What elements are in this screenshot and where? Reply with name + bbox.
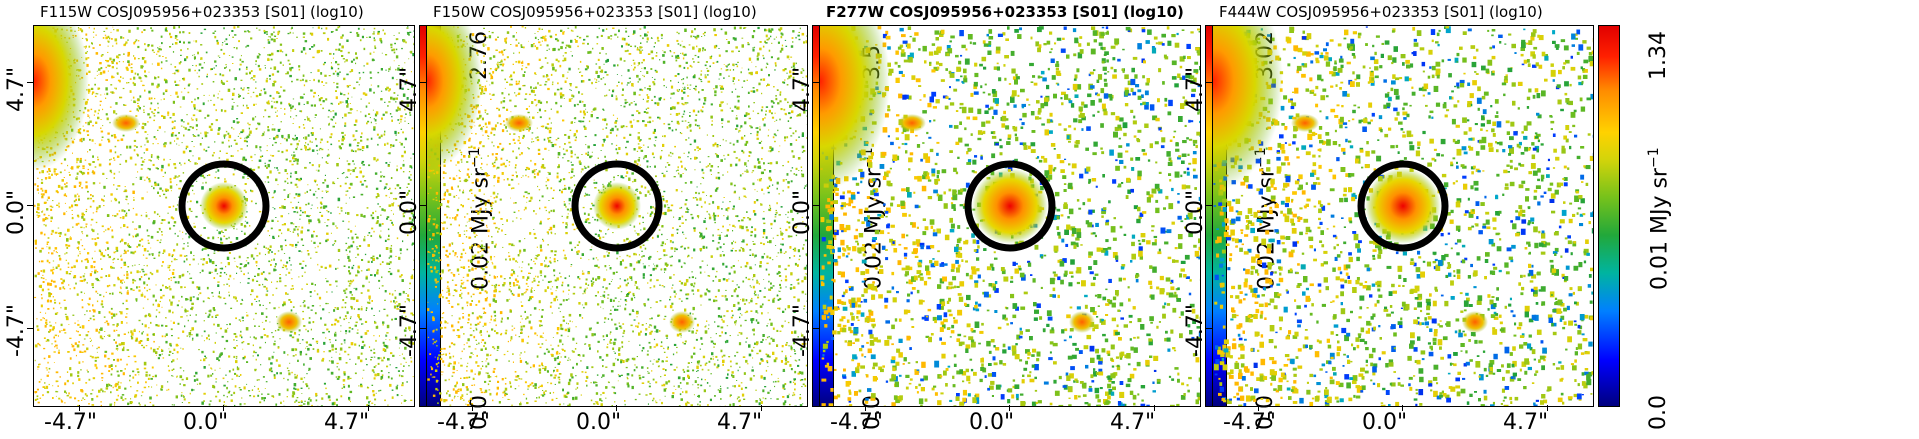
y-tick-mark: [27, 328, 33, 329]
knot-source: [112, 114, 140, 132]
panel-3: F277W COSJ095956+023353 [S01] (log10) -4.…: [786, 0, 1279, 439]
x-tick-mark: [368, 405, 369, 411]
y-tick-label: -4.7": [1183, 303, 1208, 357]
knot-source: [669, 311, 695, 333]
cutout-svg: [427, 26, 807, 406]
x-tick-label: -4.7": [44, 410, 98, 435]
y-tick-label: 4.7": [1183, 66, 1208, 112]
x-tick-label: 0.0": [1362, 410, 1408, 435]
x-tick-label: 0.0": [183, 410, 229, 435]
y-tick-mark: [1206, 328, 1212, 329]
cutout-image: [33, 25, 415, 407]
colorbar-mid-value: 0.01: [1647, 241, 1673, 290]
knot-source: [505, 114, 533, 132]
y-tick-label: 0.0": [1183, 189, 1208, 235]
cutout-image: [819, 25, 1201, 407]
target-source: [593, 182, 641, 230]
y-tick-mark: [813, 205, 819, 206]
colorbar-min-label: 0.0: [1646, 395, 1671, 430]
colorbar: [1598, 25, 1620, 407]
knot-source: [1069, 311, 1095, 333]
y-tick-label: 0.0": [790, 189, 815, 235]
aperture-circle: [1357, 160, 1449, 252]
x-tick-label: -4.7": [437, 410, 491, 435]
cutout-image: [426, 25, 808, 407]
cutout-svg: [34, 26, 414, 406]
y-tick-mark: [27, 205, 33, 206]
x-tick-mark: [223, 405, 224, 411]
edge-galaxy: [1213, 26, 1283, 191]
y-tick-mark: [420, 82, 426, 83]
x-tick-mark: [1547, 405, 1548, 411]
x-tick-mark: [761, 405, 762, 411]
edge-galaxy: [34, 26, 89, 171]
x-tick-label: -4.7": [830, 410, 884, 435]
panel-title: F115W COSJ095956+023353 [S01] (log10): [40, 3, 364, 21]
x-tick-mark: [1154, 405, 1155, 411]
panel-1: F115W COSJ095956+023353 [S01] (log10) -4.…: [0, 0, 493, 439]
y-tick-label: 0.0": [4, 189, 29, 235]
x-tick-label: 4.7": [324, 410, 370, 435]
knot-source: [898, 114, 926, 132]
noise-speckles: [1213, 26, 1593, 406]
target-source: [972, 168, 1048, 244]
colorbar-max-label: 1.34: [1646, 31, 1671, 80]
edge-galaxy: [820, 26, 890, 191]
x-tick-mark: [79, 405, 80, 411]
knot-source: [1462, 311, 1488, 333]
noise-speckles: [820, 26, 1200, 406]
knot-source: [1291, 114, 1319, 132]
knot-source: [276, 311, 302, 333]
y-tick-mark: [1206, 205, 1212, 206]
target-source: [1365, 168, 1441, 244]
x-tick-mark: [1258, 405, 1259, 411]
x-tick-label: 4.7": [1503, 410, 1549, 435]
panel-title: F277W COSJ095956+023353 [S01] (log10): [826, 3, 1184, 21]
edge-galaxy: [427, 26, 482, 171]
x-tick-mark: [865, 405, 866, 411]
x-tick-mark: [1009, 405, 1010, 411]
y-tick-mark: [420, 328, 426, 329]
y-tick-label: -4.7": [790, 303, 815, 357]
y-tick-label: 4.7": [397, 66, 422, 112]
y-tick-mark: [813, 328, 819, 329]
y-tick-mark: [1206, 82, 1212, 83]
y-tick-label: -4.7": [397, 303, 422, 357]
x-tick-mark: [1402, 405, 1403, 411]
y-tick-label: 4.7": [4, 66, 29, 112]
x-tick-label: 0.0": [576, 410, 622, 435]
y-tick-mark: [27, 82, 33, 83]
panel-title: F444W COSJ095956+023353 [S01] (log10): [1219, 3, 1543, 21]
y-tick-mark: [420, 205, 426, 206]
colorbar-unit-exponent: −1: [1646, 147, 1662, 169]
x-tick-label: 0.0": [969, 410, 1015, 435]
aperture-circle: [178, 160, 270, 252]
cutout-svg: [1213, 26, 1593, 406]
cutout-image: [1212, 25, 1594, 407]
x-tick-label: 4.7": [1110, 410, 1156, 435]
aperture-circle: [571, 160, 663, 252]
x-tick-mark: [616, 405, 617, 411]
x-tick-label: -4.7": [1223, 410, 1277, 435]
cutout-svg: [820, 26, 1200, 406]
colorbar-unit-label: 0.01 MJy sr−1: [1646, 147, 1672, 290]
x-tick-mark: [472, 405, 473, 411]
x-tick-label: 4.7": [717, 410, 763, 435]
y-tick-mark: [813, 82, 819, 83]
y-tick-label: 4.7": [790, 66, 815, 112]
aperture-circle: [964, 160, 1056, 252]
y-tick-label: 0.0": [397, 189, 422, 235]
target-source: [200, 182, 248, 230]
panel-4: F444W COSJ095956+023353 [S01] (log10) -4.…: [1179, 0, 1672, 439]
y-tick-label: -4.7": [4, 303, 29, 357]
panel-title: F150W COSJ095956+023353 [S01] (log10): [433, 3, 757, 21]
colorbar-unit: MJy sr: [1647, 168, 1673, 235]
